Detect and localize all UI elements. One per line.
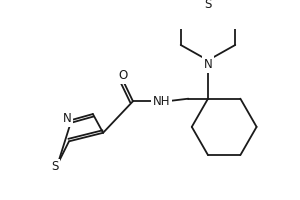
Text: S: S xyxy=(51,160,58,173)
Text: O: O xyxy=(118,69,127,82)
Text: S: S xyxy=(204,0,212,11)
Text: N: N xyxy=(204,58,212,71)
Text: NH: NH xyxy=(153,95,171,108)
Text: N: N xyxy=(63,112,72,125)
